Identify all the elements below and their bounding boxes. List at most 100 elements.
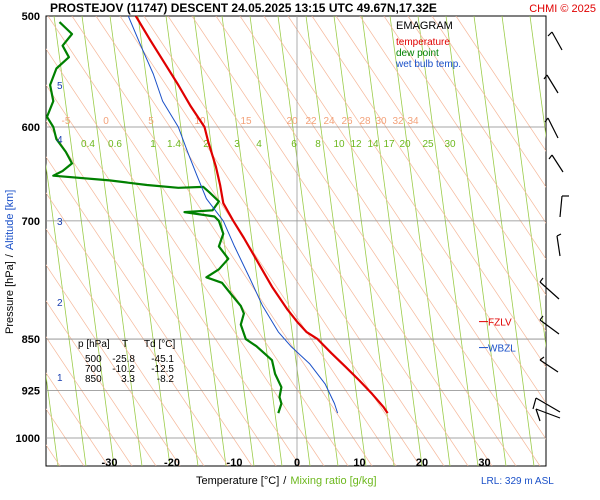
dry-adiabat-line: [46, 372, 109, 466]
mixing-ratio-label: 30: [444, 139, 456, 150]
mixing-ratio-line: [46, 162, 87, 466]
altitude-tick-label: 4: [57, 135, 63, 146]
dry-adiabat-line: [46, 264, 181, 466]
wind-barb-icon: [556, 233, 562, 237]
table-cell: 500: [85, 354, 102, 365]
x-tick-label: -30: [102, 457, 118, 469]
dry-adiabat-label: 26: [341, 116, 353, 127]
dry-adiabat-label: 15: [240, 116, 252, 127]
dry-adiabat-line: [46, 48, 325, 466]
table-cell: -25.8: [112, 354, 135, 365]
y-tick-label: 700: [22, 216, 40, 228]
wind-barb-icon: [559, 195, 563, 218]
x-axis: -30 -20 -10 0 10 20 30: [102, 457, 491, 469]
dry-adiabat-line: [46, 228, 205, 466]
dry-adiabat-line: [359, 16, 546, 296]
mixing-ratio-label: 20: [399, 139, 411, 150]
dry-adiabat-line: [46, 336, 133, 466]
profile-lines: [46, 16, 389, 414]
table-cell: 3.3: [121, 374, 135, 385]
altitude-tick-label: 2: [57, 298, 63, 309]
mixing-ratio-line: [193, 16, 255, 466]
wind-barb-icon: [543, 74, 548, 80]
table-header-p: p [hPa]: [78, 339, 110, 350]
lrl-label: LRL: 329 m ASL: [481, 476, 554, 487]
mixing-ratio-line: [53, 16, 115, 466]
y-axis: 500 600 700 850 925 1000: [16, 11, 40, 445]
table-cell: -45.1: [151, 354, 174, 365]
y-tick-label: 925: [22, 386, 40, 398]
dry-adiabat-label: 0: [103, 116, 109, 127]
legend-item-dew-point: dew point: [396, 48, 439, 59]
dry-adiabat-line: [46, 192, 229, 466]
mixing-ratio-label: 1: [150, 139, 156, 150]
dry-adiabat-line: [167, 16, 469, 466]
x-tick-label: -20: [164, 457, 180, 469]
dry-adiabat-label: 20: [286, 116, 298, 127]
plot-area: [45, 15, 547, 467]
y-tick-label: 1000: [16, 433, 40, 445]
altitude-tick-label: 5: [57, 81, 63, 92]
dry-adiabat-line: [407, 16, 546, 224]
table-cell: -12.5: [151, 364, 174, 375]
wind-barb-icon: [539, 277, 544, 283]
wind-barb-icon: [544, 117, 549, 123]
x-tick-label: 0: [294, 457, 300, 469]
dry-adiabat-line: [263, 16, 546, 440]
mixing-ratio-label: 12: [350, 139, 362, 150]
mixing-ratio-line: [501, 16, 546, 350]
dry-adiabat-line: [383, 16, 546, 260]
dry-adiabat-line: [46, 84, 301, 466]
mixing-ratio-line: [305, 16, 367, 466]
mixing-ratio-label: 0.4: [81, 139, 95, 150]
wind-barbs: [532, 31, 569, 422]
mixing-ratio-label: 8: [315, 139, 321, 150]
table-header-t: T: [122, 339, 128, 350]
wind-barb-icon: [551, 154, 564, 173]
wind-barb-icon: [556, 235, 561, 257]
dry-adiabat-line: [311, 16, 546, 368]
mixing-ratio-line: [333, 16, 395, 466]
wind-barb-icon: [535, 408, 541, 422]
dry-adiabat-line: [46, 156, 253, 466]
dry-adiabat-label: -5: [62, 116, 71, 127]
dry-adiabat-label: 28: [359, 116, 371, 127]
dry-adiabat-label: 30: [375, 116, 387, 127]
altitude-tick-label: 1: [57, 373, 63, 384]
table-cell: -8.2: [157, 374, 175, 385]
mixing-ratio-label: 25: [422, 139, 434, 150]
dry-adiabat-line: [191, 16, 493, 466]
wind-barb-icon: [539, 315, 544, 321]
dry-adiabat-line: [143, 16, 445, 466]
background-lines: [46, 16, 600, 466]
dry-adiabat-line: [431, 16, 546, 188]
mixing-ratio-line: [249, 16, 311, 466]
mixing-ratio-line: [389, 16, 451, 466]
mixing-ratio-line: [417, 16, 479, 466]
mixing-ratio-line: [221, 16, 283, 466]
table-cell: 850: [85, 374, 102, 385]
dry-adiabat-line: [71, 16, 373, 466]
mixing-ratio-label: 2: [203, 139, 209, 150]
wind-barb-icon: [548, 154, 553, 160]
table-header-td: Td [°C]: [144, 339, 175, 350]
wind-barb-icon: [539, 359, 559, 373]
mixing-ratio-line: [361, 16, 423, 466]
level-label: FZLV: [488, 318, 512, 329]
dry-adiabat-line: [287, 16, 546, 404]
mixing-ratio-label: 0.6: [108, 139, 122, 150]
mixing-ratio-line: [46, 372, 59, 466]
table-cell: 700: [85, 364, 102, 375]
y-tick-label: 850: [22, 334, 40, 346]
wind-barb-icon: [547, 117, 559, 139]
data-table: p [hPa] T Td [°C] 500 -25.8 -45.1 700 -1…: [78, 339, 175, 385]
mixing-ratio-line: [558, 16, 600, 466]
wind-barb-icon: [539, 281, 560, 300]
dry-adiabat-line: [239, 16, 541, 466]
mixing-ratio-line: [445, 16, 507, 466]
x-tick-label: 30: [478, 457, 490, 469]
mixing-ratio-label: 4: [256, 139, 262, 150]
legend-item-wet-bulb: wet bulb temp.: [395, 59, 461, 70]
wind-barb-icon: [546, 74, 559, 94]
pressure-gridlines: [46, 126, 546, 439]
